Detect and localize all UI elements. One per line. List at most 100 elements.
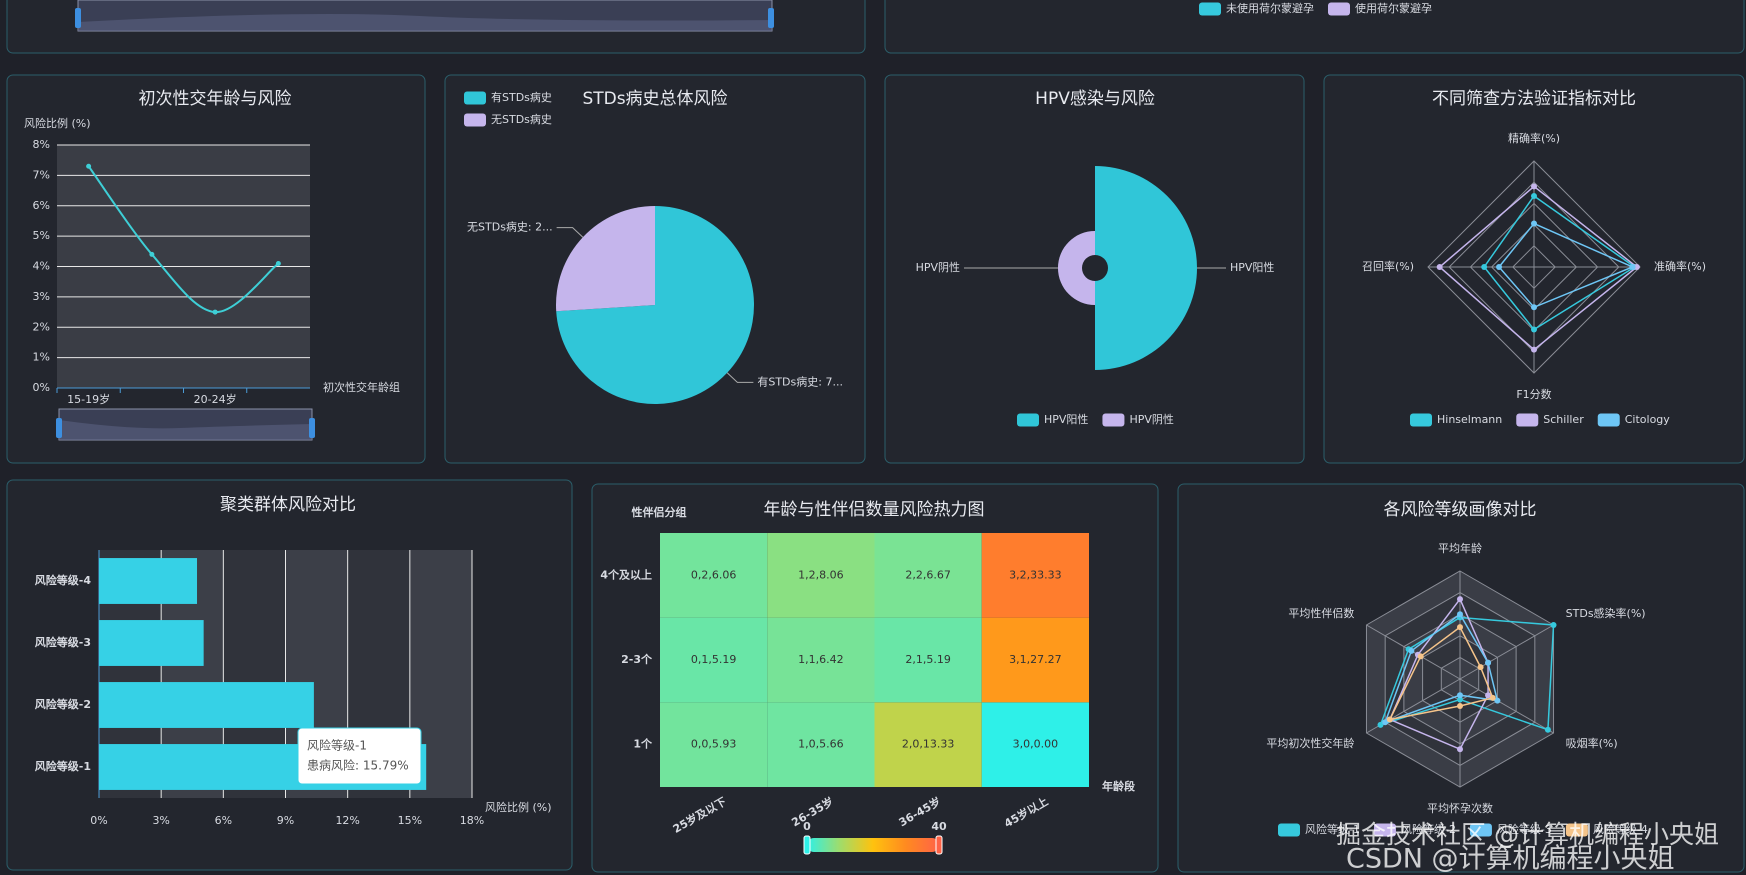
y-tick-label: 6%	[33, 199, 50, 212]
slider-shadow	[59, 420, 312, 440]
slider-handle[interactable]	[309, 418, 315, 438]
heat-cell	[767, 617, 875, 703]
cell-label: 1,1,6.42	[798, 653, 843, 666]
y-tick-label: 5%	[33, 229, 50, 242]
cell-label: 3,2,33.33	[1009, 568, 1061, 581]
heat-cell	[767, 533, 875, 618]
radar-point	[1494, 697, 1501, 704]
legend-swatch	[1373, 823, 1396, 837]
radar-point	[1531, 220, 1537, 227]
legend-swatch	[1017, 413, 1039, 427]
y-tick-label: 8%	[33, 138, 50, 151]
radar-point	[1531, 326, 1537, 333]
radar-point	[1531, 192, 1537, 199]
cell-label: 3,0,0.00	[1013, 738, 1058, 751]
radar-point	[1457, 624, 1463, 631]
bar	[99, 558, 198, 604]
chart-title: HPV感染与风险	[1035, 89, 1155, 109]
cell-label: 3,1,27.27	[1009, 653, 1061, 666]
cell-label: 2,2,6.67	[905, 568, 950, 581]
radar-point	[1408, 647, 1415, 654]
y-tick-label: 风险等级-2	[35, 697, 91, 711]
radar-point	[1477, 664, 1484, 671]
data-label: 无STDs病史: 2...	[467, 220, 553, 234]
heat-cell	[767, 702, 875, 787]
legend-swatch	[1328, 2, 1350, 16]
chart-title: 年龄与性伴侣数量风险热力图	[764, 500, 985, 520]
line-point	[212, 309, 218, 315]
legend-label: Citology	[1625, 413, 1671, 426]
radar-point	[1531, 183, 1537, 190]
visual-map-handle[interactable]	[803, 835, 811, 855]
radar-point	[1436, 264, 1443, 270]
radar-point	[1496, 264, 1503, 270]
cell-label: 1,2,8.06	[798, 568, 843, 581]
indicator-label: 平均初次性交年龄	[1266, 736, 1354, 750]
label-line	[726, 372, 754, 383]
y-tick-label: 4%	[33, 260, 50, 273]
watermark: 掘金技术社区 @计算机编程小央姐	[1336, 820, 1719, 849]
watermark: CSDN @计算机编程小央姐	[1346, 844, 1675, 875]
indicator-label: 平均年龄	[1438, 541, 1482, 555]
panel	[884, 0, 1745, 54]
x-axis-label: 风险比例 (%)	[485, 800, 552, 814]
heat-cell	[981, 533, 1089, 618]
cell-label: 2,0,13.33	[902, 738, 954, 751]
radar-point	[1481, 264, 1488, 270]
label-line	[556, 227, 584, 238]
legend-label: 无STDs病史	[491, 112, 552, 126]
radar-point	[1457, 692, 1463, 699]
heat-cell	[981, 702, 1089, 787]
line-point	[86, 163, 92, 169]
x-tick-label: 15-19岁	[67, 392, 110, 406]
radar-point	[1485, 692, 1492, 699]
legend-swatch	[1102, 413, 1125, 427]
chart-title: STDs病史总体风险	[582, 89, 727, 109]
cell-label: 0,0,5.93	[691, 738, 736, 751]
y-axis-label: 风险比例 (%)	[24, 116, 91, 130]
legend-label: 风险等级-2	[1401, 822, 1456, 836]
legend-label: Schiller	[1543, 413, 1584, 426]
pie-slice	[556, 206, 655, 312]
heat-cell	[874, 702, 982, 787]
tooltip	[297, 727, 422, 785]
x-tick-label: 3%	[152, 814, 169, 827]
y-tick-label: 4个及以上	[600, 567, 652, 581]
radar-point	[1457, 611, 1463, 618]
cell-label: 0,2,6.06	[691, 568, 736, 581]
indicator-label: STDs感染率(%)	[1566, 606, 1646, 620]
slider-handle[interactable]	[768, 8, 774, 28]
radar-point	[1633, 264, 1640, 270]
radar-spoke	[1459, 678, 1554, 734]
visual-map	[807, 838, 939, 852]
x-axis-label: 年龄段	[1102, 779, 1135, 793]
legend-swatch	[1199, 2, 1221, 16]
heat-cell	[660, 702, 768, 787]
indicator-label: 吸烟率(%)	[1566, 736, 1618, 750]
radar-point	[1457, 596, 1463, 603]
legend-swatch	[464, 91, 486, 105]
slider-handle[interactable]	[56, 418, 62, 438]
radar-point	[1386, 716, 1393, 723]
y-tick-label: 1%	[33, 351, 50, 364]
visual-map-handle[interactable]	[935, 835, 943, 855]
chart-title: 不同筛查方法验证指标对比	[1432, 89, 1636, 109]
pie-slice	[556, 206, 754, 404]
cell-label: 0,1,5.19	[691, 653, 736, 666]
x-tick-label: 12%	[335, 814, 359, 827]
chart-title: 各风险等级画像对比	[1384, 500, 1537, 520]
legend-swatch	[1278, 823, 1300, 837]
x-tick-label: 20-24岁	[194, 392, 237, 406]
legend-swatch	[1597, 413, 1620, 427]
heat-cell	[981, 617, 1089, 703]
y-tick-label: 风险等级-1	[35, 759, 91, 773]
legend-swatch	[1410, 413, 1432, 427]
cell-label: 2,1,5.19	[905, 653, 950, 666]
legend-label: 未使用荷尔蒙避孕	[1226, 1, 1314, 15]
slider-handle[interactable]	[75, 8, 81, 28]
radar-point	[1485, 659, 1492, 666]
legend-label: HPV阴性	[1129, 412, 1173, 426]
legend-swatch	[1565, 823, 1588, 837]
legend-label: HPV阳性	[1044, 412, 1088, 426]
bar	[99, 620, 204, 666]
